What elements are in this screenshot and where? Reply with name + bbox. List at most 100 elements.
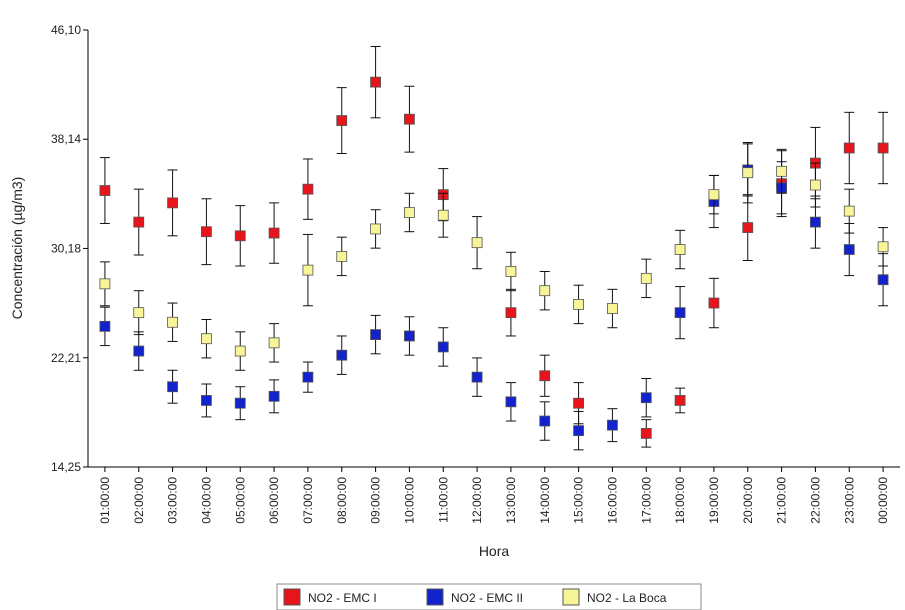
data-point [843,244,855,255]
data-point [201,395,212,406]
data-point [877,142,889,154]
y-tick-label: 38,14 [51,132,81,146]
x-tick-label: 08:00:00 [335,477,349,524]
data-point [99,278,111,290]
data-point [167,316,178,328]
data-point [404,113,415,125]
data-point [877,274,889,286]
data-point [167,197,178,209]
data-point [370,329,381,340]
x-tick-label: 18:00:00 [673,477,687,524]
data-point [302,183,314,195]
data-point [640,272,652,284]
data-point [336,250,348,262]
data-point [674,307,686,319]
data-point [336,115,348,126]
x-tick-label: 02:00:00 [132,477,146,524]
data-point [810,216,821,228]
data-point [99,185,111,196]
data-point [471,237,483,249]
y-ticks: 14,25 22,21 30,18 38,14 46,10 [51,23,88,474]
data-point [302,264,314,276]
series-2 [99,143,889,451]
data-point [877,241,889,253]
legend: NO2 - EMC I NO2 - EMC II NO2 - La Boca [276,583,702,610]
data-point [708,189,720,201]
data-point [708,297,720,309]
data-point [573,299,584,310]
x-tick-label: 01:00:00 [98,477,112,524]
x-tick-label: 15:00:00 [572,477,586,524]
x-tick-label: 21:00:00 [775,477,789,524]
x-tick-label: 00:00:00 [876,477,890,524]
data-point [640,427,652,439]
data-point [404,330,415,342]
plot-area: 14,25 22,21 30,18 38,14 46,10 01:00:00 02:00:… [51,23,900,524]
y-tick-label: 14,25 [51,460,81,474]
data-point [843,142,855,154]
legend-label: NO2 - EMC II [451,591,523,605]
data-point [607,303,618,314]
x-tick-label: 14:00:00 [538,477,552,524]
x-ticks: 01:00:00 02:00:00 03:00:00 04:00:00 05:00:00… [98,467,890,524]
x-tick-label: 19:00:00 [707,477,721,524]
data-point [843,205,855,217]
data-point [505,266,517,277]
x-tick-label: 05:00:00 [233,477,247,524]
x-tick-label: 07:00:00 [301,477,315,524]
legend-swatch [426,588,444,606]
x-tick-label: 09:00:00 [369,477,383,524]
data-point [539,370,551,382]
series-layer [99,45,889,451]
x-tick-label: 03:00:00 [166,477,180,524]
x-tick-label: 11:00:00 [436,477,450,523]
data-point [505,307,517,319]
data-point [404,207,415,218]
y-tick-label: 30,18 [51,241,81,255]
legend-swatch [562,588,580,606]
data-point [370,223,381,235]
series-1 [99,45,889,448]
data-point [539,415,551,427]
data-point [234,397,246,409]
x-tick-label: 13:00:00 [504,477,518,524]
y-tick-label: 22,21 [51,351,81,365]
data-point [99,320,111,332]
data-point [437,341,449,353]
data-point [268,337,280,349]
data-point [201,333,212,345]
x-tick-label: 17:00:00 [639,477,653,524]
data-point [437,209,449,221]
legend-frame [276,583,702,610]
data-point [302,371,314,383]
x-tick-label: 16:00:00 [605,477,619,524]
data-point [742,167,754,179]
data-point [471,371,483,383]
data-point [573,425,584,437]
data-point [640,392,652,404]
data-point [505,396,517,408]
data-point [607,419,618,431]
data-point [370,76,381,88]
x-tick-label: 06:00:00 [267,477,281,524]
data-point [133,216,145,228]
data-point [268,390,280,402]
data-point [234,230,246,242]
data-point [674,395,686,406]
data-point [133,345,145,357]
x-tick-label: 12:00:00 [470,477,484,524]
data-point [539,285,551,297]
data-point [167,381,178,393]
data-point [674,244,686,255]
series-3 [99,142,889,371]
data-point [573,397,584,409]
y-tick-label: 46,10 [51,23,81,37]
x-tick-label: 22:00:00 [808,477,822,524]
x-tick-label: 04:00:00 [199,477,213,524]
legend-label: NO2 - EMC I [308,591,377,605]
legend-label: NO2 - La Boca [587,591,667,605]
data-point [336,349,348,361]
data-point [234,345,246,357]
x-tick-label: 20:00:00 [741,477,755,524]
